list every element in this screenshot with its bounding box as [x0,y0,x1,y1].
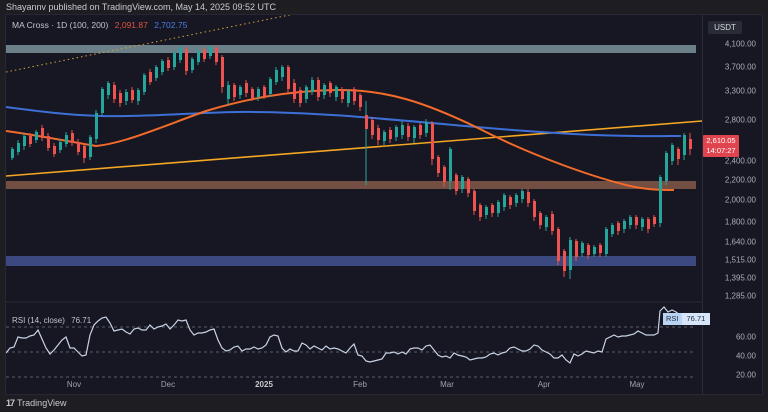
chart-plot-area[interactable]: MA Cross · 1D (100, 200) 2,091.87 2,702.… [6,15,702,396]
y-label: 1,515.00 [724,255,756,265]
ma100-value: 2,091.87 [114,20,148,30]
x-label-may: May [629,380,645,389]
ma-cross-legend: MA Cross · 1D (100, 200) 2,091.87 2,702.… [12,20,187,30]
rsi-tag-value: 76.71 [681,313,711,325]
mid-support-zone [6,181,696,189]
price-axis[interactable]: USDT 4,100.00 3,700.00 3,300.00 2,800.00… [663,15,764,396]
y-label: 3,300.00 [724,86,756,96]
footer-bar: 17 TradingView [0,395,768,412]
bar-countdown: 14:07:27 [706,146,736,155]
tradingview-logo[interactable]: 17 TradingView [6,398,67,408]
price-chart-svg [6,15,702,378]
x-label-mar: Mar [440,380,454,389]
x-label-nov: Nov [66,380,82,389]
x-label-dec: Dec [160,380,176,389]
chart-frame: MA Cross · 1D (100, 200) 2,091.87 2,702.… [5,14,764,396]
current-price-tag: 2,610.05 14:07:27 [703,135,739,157]
publisher-text: Shayannv published on TradingView.com, M… [6,2,276,12]
current-price: 2,610.05 [706,136,736,145]
resistance-zone [6,45,696,53]
rsi-level-label: 60.00 [735,332,756,342]
dotted-trendline [6,15,292,73]
rsi-legend: RSI (14, close) 76.71 [12,316,91,325]
y-label: 2,400.00 [724,156,756,166]
x-label-2025: 2025 [255,380,273,389]
rsi-level-label: 20.00 [735,370,756,380]
y-label: 2,800.00 [724,115,756,125]
ma100-line [6,88,675,191]
y-label: 1,285.00 [724,291,756,301]
y-label: 4,100.00 [724,39,756,49]
support-zone [6,256,696,266]
rsi-legend-value: 76.71 [71,316,92,325]
y-label: 3,700.00 [724,62,756,72]
candles [11,45,692,279]
rsi-line [6,306,681,364]
rsi-legend-label: RSI (14, close) [12,316,65,325]
y-label: 2,200.00 [724,175,756,185]
rsi-tag-key: RSI [663,313,682,325]
publisher-bar: Shayannv published on TradingView.com, M… [0,0,768,14]
x-label-apr: Apr [537,380,551,389]
y-label: 1,640.00 [724,237,756,247]
currency-label[interactable]: USDT [708,21,742,34]
solid-trendline [6,120,702,177]
ma200-value: 2,702.75 [154,20,188,30]
rsi-value-tag: RSI 76.71 [663,313,711,325]
rsi-level-label: 40.00 [735,351,756,361]
tradingview-brand: TradingView [17,398,67,408]
tradingview-logo-icon: 17 [6,398,15,408]
y-label: 2,000.00 [724,195,756,205]
y-label: 1,800.00 [724,217,756,227]
y-label: 1,395.00 [724,273,756,283]
x-label-feb: Feb [353,380,367,389]
indicator-name: MA Cross · 1D (100, 200) [12,20,109,30]
ma200-line [6,106,681,138]
